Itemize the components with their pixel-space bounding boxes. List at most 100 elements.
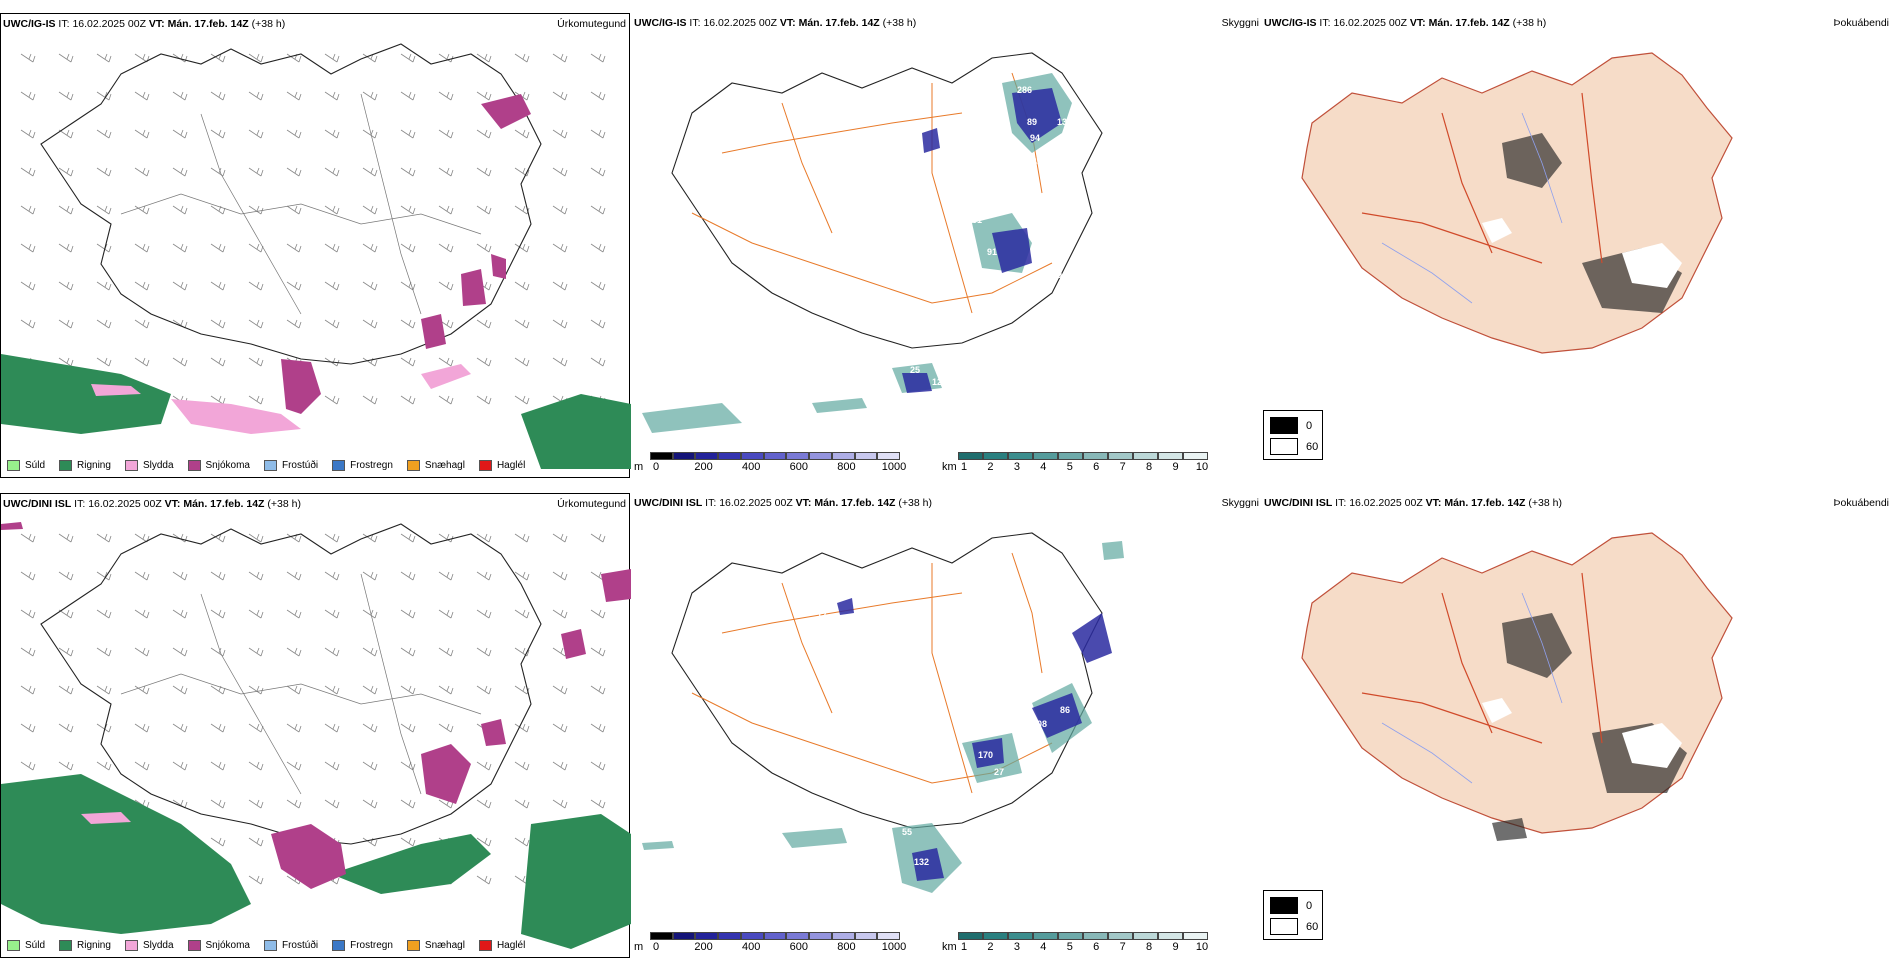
fog-legend-row: 0 — [1270, 417, 1312, 434]
colorbar-segment — [958, 452, 983, 460]
colorbar-tick-label: 10 — [1195, 461, 1209, 473]
wind-barb — [590, 799, 606, 809]
wind-barb — [400, 243, 416, 253]
wind-barb — [210, 91, 226, 101]
colorbar-segment — [877, 932, 900, 940]
wind-barb — [286, 129, 302, 139]
wind-barb — [96, 647, 112, 657]
legend-swatch — [332, 460, 346, 471]
wind-barb — [400, 647, 416, 657]
colorbar-tick-label: 1 — [960, 941, 968, 953]
legend-swatch — [59, 940, 73, 951]
height-label: 23 — [1044, 143, 1054, 153]
wind-barb — [514, 319, 530, 329]
wind-barb — [514, 533, 530, 543]
wind-barb — [476, 647, 492, 657]
fog-legend-row: 0 — [1270, 897, 1312, 914]
colorbar-segment — [1158, 932, 1183, 940]
colorbar-segment — [1133, 932, 1158, 940]
sleet-area — [91, 364, 471, 434]
panel-header: UWC/IG-IS IT: 16.02.2025 00Z VT: Mán. 17… — [634, 17, 917, 29]
wind-barb — [438, 395, 454, 405]
wind-barb — [400, 53, 416, 63]
wind-barb — [172, 723, 188, 733]
colorbar-segment — [1033, 452, 1058, 460]
colorbar-tick-label: 9 — [1172, 461, 1179, 473]
colorbar-unit: m — [634, 941, 644, 953]
legend-swatch — [406, 940, 420, 951]
legend-swatch — [124, 940, 138, 951]
height-label: 55 — [902, 827, 912, 837]
legend-item: Súld — [7, 940, 45, 951]
wind-barb — [286, 647, 302, 657]
colorbar-tick-label: 3 — [1013, 461, 1020, 473]
wind-barb — [590, 53, 606, 63]
wind-barb — [20, 319, 36, 329]
panel-header: UWC/DINI ISL IT: 16.02.2025 00Z VT: Mán.… — [634, 497, 932, 509]
height-label: 87 — [992, 335, 1002, 345]
precip-type-panel-top: UWC/IG-IS IT: 16.02.2025 00Z VT: Mán. 17… — [0, 13, 631, 478]
wind-barb — [20, 609, 36, 619]
wind-barb — [248, 647, 264, 657]
precip-type-panel-bottom: UWC/DINI ISL IT: 16.02.2025 00Z VT: Mán.… — [0, 493, 631, 958]
wind-barb — [20, 281, 36, 291]
wind-barb — [552, 281, 568, 291]
wind-barb — [96, 609, 112, 619]
wind-barb — [362, 281, 378, 291]
wind-barb — [96, 53, 112, 63]
wind-barb — [96, 685, 112, 695]
wind-barb — [96, 91, 112, 101]
wind-barb — [514, 723, 530, 733]
colorbar-tick-label: 800 — [837, 461, 856, 473]
colorbar-segment — [809, 932, 832, 940]
wind-barb — [476, 129, 492, 139]
colorbar-tick-label: 9 — [1172, 941, 1179, 953]
wind-barb — [58, 281, 74, 291]
wind-barb — [286, 91, 302, 101]
wind-barb — [590, 319, 606, 329]
colorbar-tick-label: 4 — [1040, 461, 1047, 473]
wind-barb — [514, 357, 530, 367]
precip-type-map-top — [1, 43, 631, 469]
wind-barb — [438, 685, 454, 695]
visibility-colorbar: km 1 2 3 4 5 6 7 8 9 10 — [942, 452, 1242, 474]
wind-barb — [438, 571, 454, 581]
wind-barb — [172, 685, 188, 695]
wind-barb — [324, 319, 340, 329]
panel-name: Þokuábendi — [1833, 17, 1889, 29]
panel-header: UWC/IG-IS IT: 16.02.2025 00Z VT: Mán. 17… — [3, 18, 286, 30]
colorbar-segment — [1008, 932, 1033, 940]
wind-barb — [20, 53, 36, 63]
colorbar-unit: km — [942, 461, 957, 473]
fog-panel-top: UWC/IG-IS IT: 16.02.2025 00Z VT: Mán. 17… — [1262, 13, 1892, 478]
colorbar-segment — [1108, 932, 1133, 940]
wind-barb — [400, 91, 416, 101]
colorbar-segment — [1133, 452, 1158, 460]
panel-header: UWC/DINI ISL IT: 16.02.2025 00Z VT: Mán.… — [3, 498, 301, 510]
colorbar-tick-label: 0 — [652, 941, 660, 953]
colorbar-segment — [786, 452, 810, 460]
wind-barb — [134, 685, 150, 695]
wind-barb — [362, 723, 378, 733]
wind-barb — [400, 609, 416, 619]
wind-barb — [20, 533, 36, 543]
wind-barb — [286, 243, 302, 253]
colorbar-tick-label: 400 — [742, 941, 761, 953]
colorbar-segment — [740, 932, 764, 940]
precip-legend: Súld Rigning Slydda Snjókoma Frostúði Fr… — [7, 460, 525, 471]
colorbar-segment — [1083, 932, 1108, 940]
colorbar-segment — [1008, 452, 1033, 460]
wind-barb — [210, 167, 226, 177]
panel-name: Úrkomutegund — [557, 18, 626, 30]
wind-barb — [476, 761, 492, 771]
wind-barb — [134, 243, 150, 253]
visibility-map-top: 286 89 130 94 23 87 45 63 103 42 66 162 … — [642, 52, 1103, 433]
panel-name: Þokuábendi — [1833, 497, 1889, 509]
wind-barb — [590, 533, 606, 543]
wind-barb — [476, 205, 492, 215]
fog-legend-swatch — [1270, 897, 1298, 914]
wind-barb — [248, 395, 264, 405]
colorbar-segment — [763, 932, 787, 940]
wind-barb — [96, 571, 112, 581]
legend-item: Frostregn — [332, 460, 393, 471]
